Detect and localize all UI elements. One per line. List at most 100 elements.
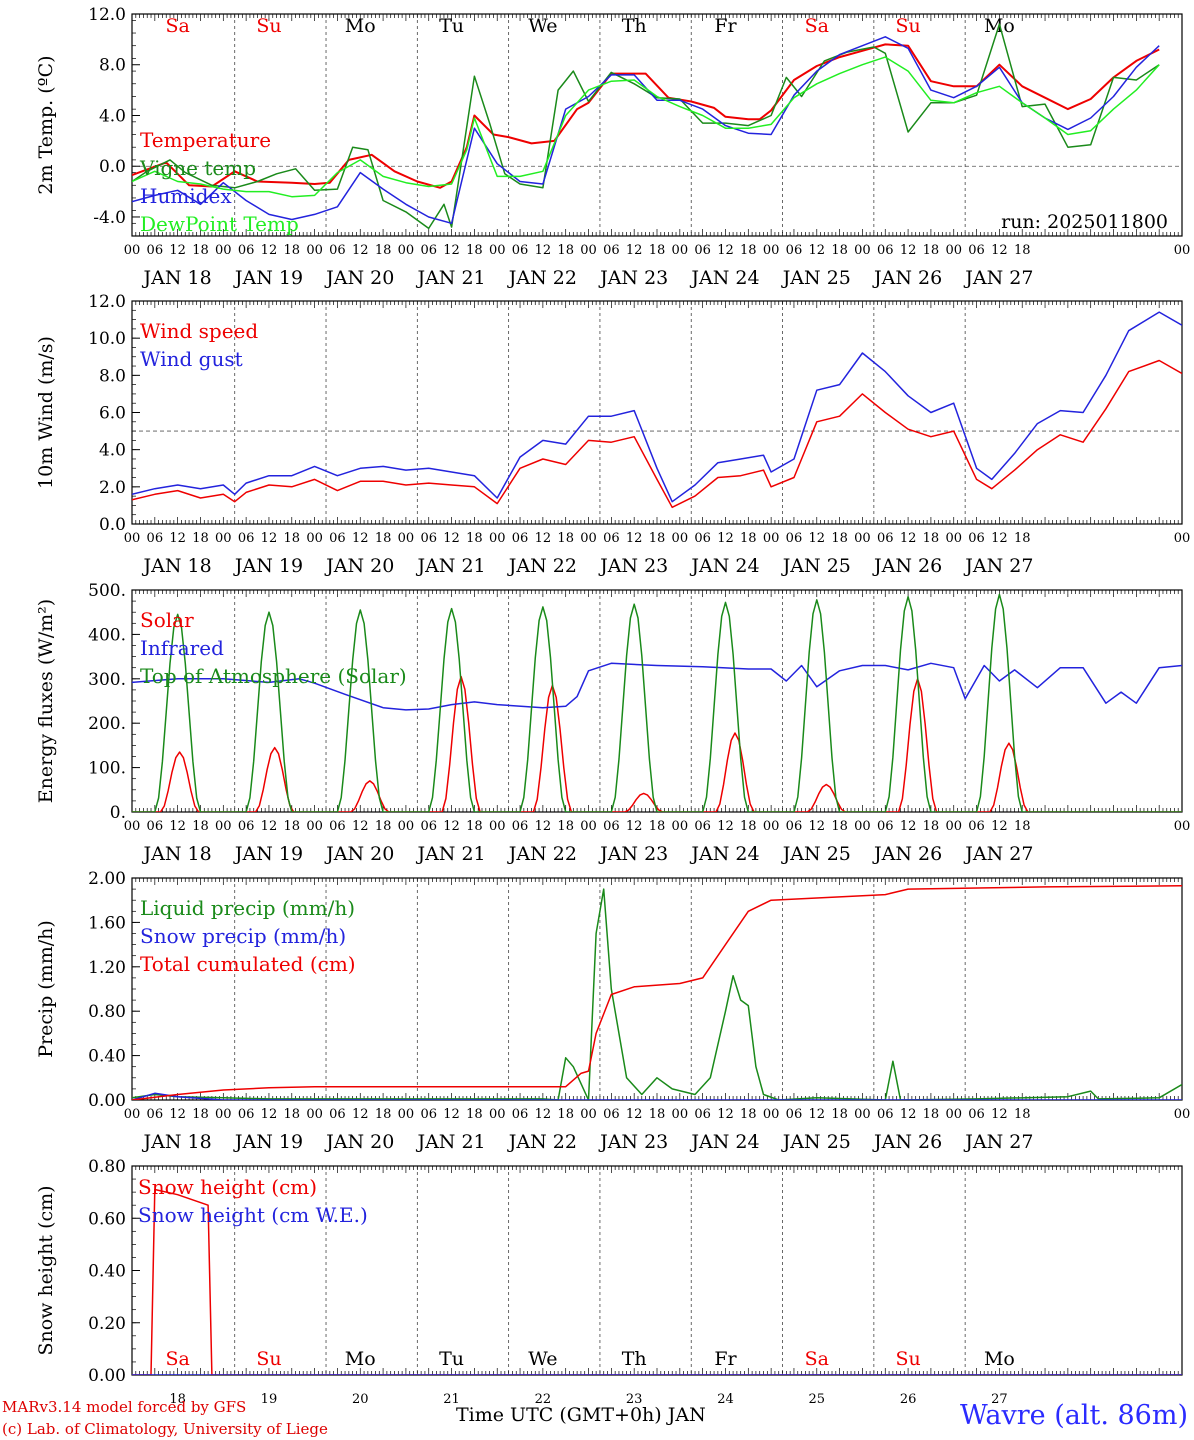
hour-tick-label: 12 (626, 819, 643, 834)
day-label: JAN 18 (142, 267, 212, 289)
day-label: JAN 20 (324, 267, 394, 289)
day-label: JAN 26 (872, 843, 942, 865)
day-number-label: 19 (261, 1392, 278, 1407)
hour-tick-label: 00 (1174, 819, 1191, 834)
hour-tick-label: 18 (740, 243, 757, 258)
hour-tick-label: 00 (1174, 1107, 1191, 1122)
hour-tick-label: 06 (512, 819, 529, 834)
hour-tick-label: 18 (375, 531, 392, 546)
hour-tick-label: 12 (261, 1107, 278, 1122)
weekday-label: Tu (439, 1348, 464, 1370)
hour-tick-label: 00 (215, 1107, 232, 1122)
weekday-label: Sa (805, 15, 829, 37)
hour-tick-label: 00 (398, 531, 415, 546)
y-tick-label: 0.80 (88, 1157, 126, 1177)
day-label: JAN 27 (963, 555, 1033, 577)
y-tick-label: 0.60 (88, 1209, 126, 1229)
day-label: JAN 26 (872, 555, 942, 577)
y-tick-label: 1.60 (88, 913, 126, 933)
day-label: JAN 19 (233, 843, 303, 865)
day-label: JAN 18 (142, 1131, 212, 1153)
weekday-label: Mo (345, 15, 376, 37)
hour-tick-label: 12 (626, 531, 643, 546)
hour-tick-label: 00 (763, 819, 780, 834)
y-tick-label: 10.0 (88, 329, 126, 349)
hour-tick-label: 00 (124, 531, 141, 546)
series-group (132, 593, 1182, 812)
series-group (132, 1188, 1182, 1375)
y-tick-label: 500. (88, 581, 126, 601)
y-axis-label: 2m Temp. (ºC) (35, 55, 57, 194)
hour-tick-label: 12 (900, 531, 917, 546)
y-tick-label: 12.0 (88, 5, 126, 25)
hour-tick-label: 00 (306, 819, 323, 834)
hour-tick-label: 18 (284, 819, 301, 834)
hour-tick-label: 00 (489, 1107, 506, 1122)
hour-tick-label: 18 (466, 531, 483, 546)
hour-tick-label: 06 (420, 819, 437, 834)
hour-tick-label: 18 (649, 531, 666, 546)
day-label: JAN 21 (415, 843, 485, 865)
hour-tick-label: 12 (352, 819, 369, 834)
series-line-infrared (132, 662, 1182, 711)
hour-tick-label: 12 (900, 819, 917, 834)
hour-tick-label: 06 (603, 531, 620, 546)
day-label: JAN 19 (233, 555, 303, 577)
y-tick-label: 200. (88, 714, 126, 734)
hour-tick-label: 18 (284, 243, 301, 258)
hour-tick-label: 18 (923, 531, 940, 546)
weekday-label: Fr (714, 1348, 737, 1370)
hour-tick-label: 00 (580, 243, 597, 258)
hour-tick-label: 00 (945, 819, 962, 834)
hour-tick-label: 06 (694, 1107, 711, 1122)
hour-tick-label: 00 (489, 531, 506, 546)
y-tick-label: 0.0 (99, 157, 126, 177)
day-label: JAN 26 (872, 267, 942, 289)
hour-tick-label: 06 (147, 243, 164, 258)
day-number-label: 25 (809, 1392, 826, 1407)
hour-tick-label: 06 (786, 243, 803, 258)
hour-tick-label: 06 (603, 1107, 620, 1122)
day-number-label: 18 (169, 1392, 186, 1407)
day-label: JAN 21 (415, 267, 485, 289)
hour-tick-label: 00 (398, 819, 415, 834)
hour-tick-label: 12 (626, 243, 643, 258)
y-tick-label: 0. (110, 803, 126, 823)
hour-tick-label: 18 (466, 243, 483, 258)
hour-tick-label: 18 (923, 1107, 940, 1122)
hour-tick-label: 18 (466, 819, 483, 834)
hour-tick-label: 12 (991, 1107, 1008, 1122)
hour-tick-label: 06 (694, 531, 711, 546)
hour-tick-label: 00 (854, 531, 871, 546)
hour-tick-label: 00 (1174, 531, 1191, 546)
legend-entry: Snow precip (mm/h) (140, 924, 346, 948)
hour-tick-label: 18 (557, 243, 574, 258)
weekday-label: Su (256, 1348, 281, 1370)
day-label: JAN 23 (598, 267, 668, 289)
series-line-snow-height-cm (132, 1188, 1182, 1375)
y-tick-label: 4.0 (99, 441, 126, 461)
hour-tick-label: 18 (1014, 819, 1031, 834)
hour-tick-label: 00 (398, 243, 415, 258)
hour-tick-label: 00 (124, 819, 141, 834)
day-label: JAN 21 (415, 555, 485, 577)
hour-tick-label: 00 (489, 819, 506, 834)
hour-tick-label: 12 (900, 243, 917, 258)
y-tick-label: 0.80 (88, 1002, 126, 1022)
legend-entry: Liquid precip (mm/h) (140, 896, 355, 920)
day-label: JAN 22 (507, 1131, 577, 1153)
hour-tick-label: 00 (672, 1107, 689, 1122)
time-axis-label: Time UTC (GMT+0h) JAN (456, 1404, 706, 1426)
legend-entry: Snow height (cm) (138, 1175, 317, 1199)
day-label: JAN 20 (324, 1131, 394, 1153)
day-number-label: 22 (535, 1392, 552, 1407)
day-label: JAN 24 (689, 1131, 759, 1153)
weekday-label: Mo (345, 1348, 376, 1370)
series-line-dewpoint-temp (132, 56, 1160, 198)
hour-tick-label: 18 (375, 243, 392, 258)
day-number-label: 24 (717, 1392, 734, 1407)
y-tick-label: 100. (88, 759, 126, 779)
day-label: JAN 23 (598, 1131, 668, 1153)
hour-tick-label: 18 (923, 819, 940, 834)
